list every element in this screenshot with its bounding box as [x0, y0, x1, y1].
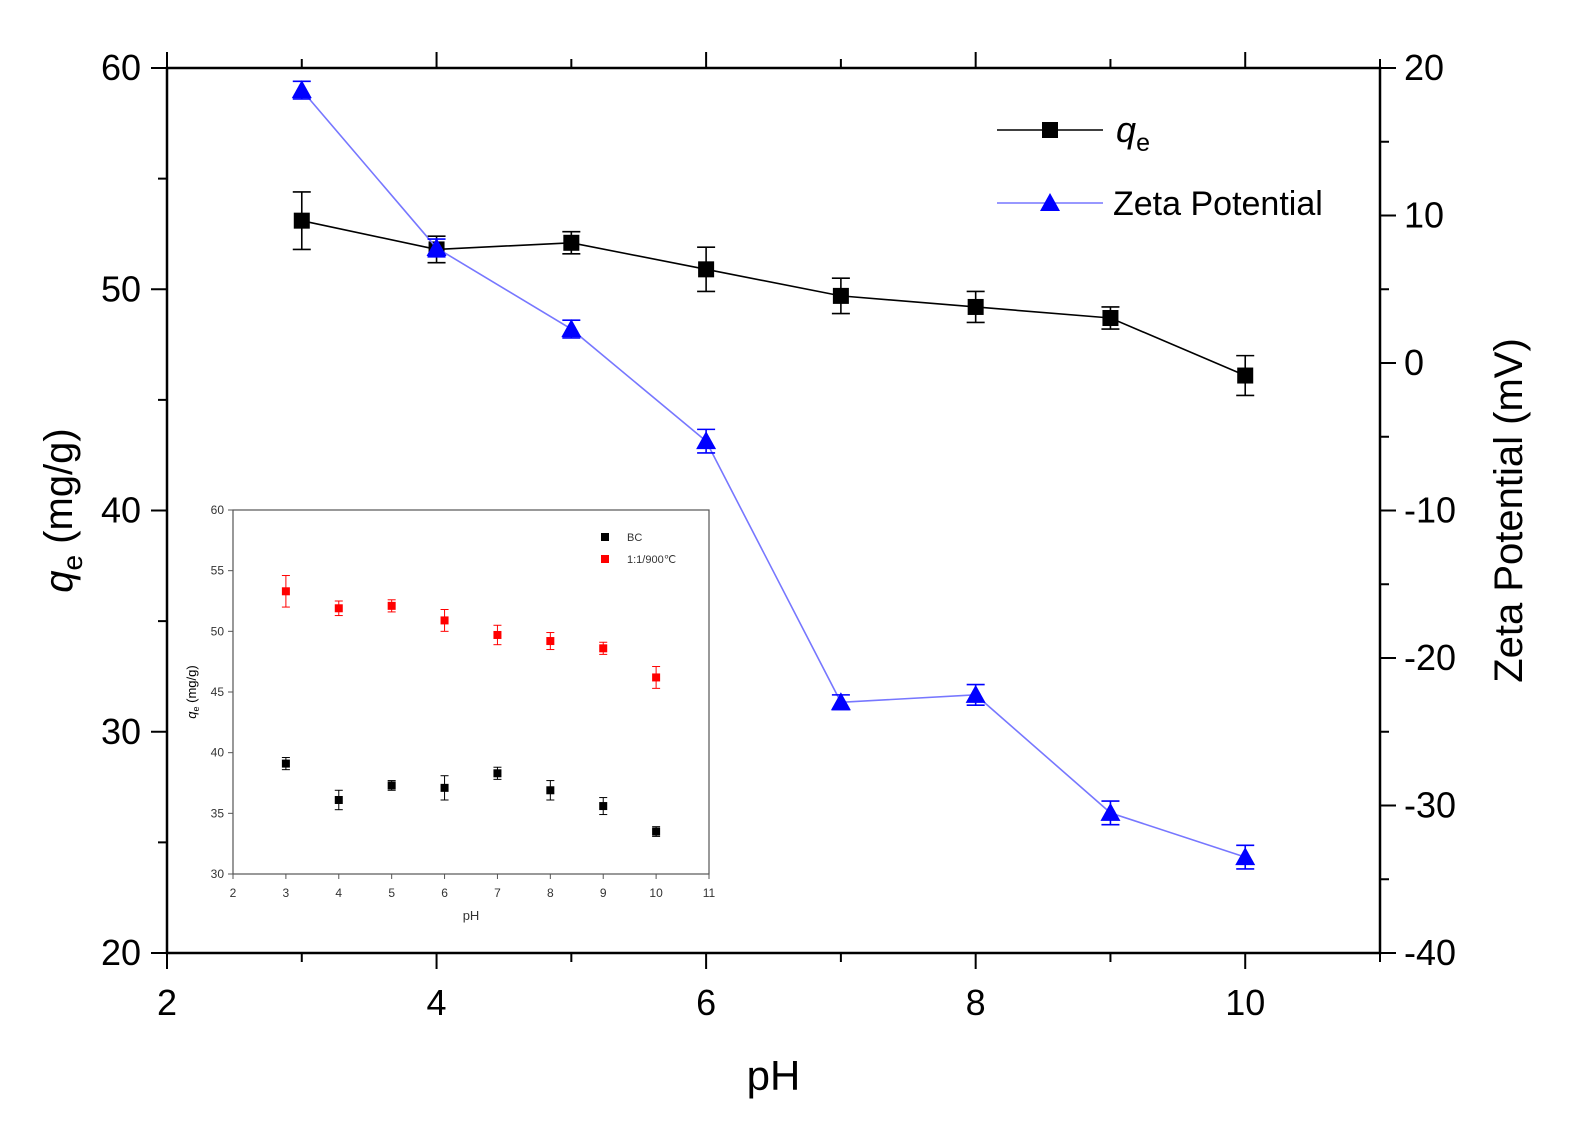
- data-point-triangle: [291, 80, 312, 99]
- x-tick-label: 8: [966, 982, 986, 1023]
- inset-x-tick-label: 5: [388, 886, 395, 900]
- x-tick-label: 6: [696, 982, 716, 1023]
- data-point-triangle: [1100, 802, 1121, 821]
- x-tick-label: 4: [427, 982, 447, 1023]
- y2-tick-label: -20: [1404, 637, 1456, 678]
- inset-legend-marker: [601, 533, 609, 541]
- data-point-triangle: [561, 319, 582, 338]
- inset-y-tick-label: 35: [211, 806, 225, 820]
- y2-tick-label: -30: [1404, 785, 1456, 826]
- y-tick-label: 60: [101, 47, 141, 88]
- legend-marker-square: [1042, 122, 1058, 138]
- inset-y-tick-label: 60: [211, 503, 225, 517]
- x-tick-label: 10: [1225, 982, 1265, 1023]
- inset-data-point: [652, 827, 661, 836]
- data-point-triangle: [426, 237, 447, 256]
- inset-data-point: [440, 616, 449, 625]
- data-point-square: [1237, 367, 1254, 384]
- inset-x-tick-label: 10: [649, 886, 663, 900]
- inset-y-tick-label: 45: [211, 685, 225, 699]
- legend-label: Zeta Potential: [1113, 185, 1323, 223]
- legend: qe Zeta Potential: [997, 109, 1323, 223]
- data-point-square: [563, 234, 580, 251]
- inset-y-tick-label: 55: [211, 564, 225, 578]
- data-point-square: [832, 287, 849, 304]
- inset-x-tick-label: 6: [441, 886, 448, 900]
- y2-tick-label: -10: [1404, 490, 1456, 531]
- inset-data-point: [493, 769, 502, 778]
- y-tick-label: 40: [101, 490, 141, 531]
- y-axis-label: qe (mg/g): [37, 428, 88, 593]
- inset-x-tick-label: 7: [494, 886, 501, 900]
- inset-x-tick-label: 3: [283, 886, 290, 900]
- inset-x-axis-label: pH: [463, 908, 480, 923]
- data-point-square: [293, 212, 310, 229]
- inset-data-point: [440, 783, 449, 792]
- y-tick-label: 50: [101, 268, 141, 309]
- inset-legend-marker: [601, 555, 609, 563]
- inset-x-tick-label: 11: [703, 886, 716, 900]
- y2-tick-label: 10: [1404, 195, 1444, 236]
- y2-tick-label: -40: [1404, 932, 1456, 973]
- inset-x-tick-label: 8: [547, 886, 554, 900]
- inset-data-point: [387, 601, 396, 610]
- x-axis-label: pH: [747, 1052, 801, 1099]
- series-line: [301, 219, 1246, 377]
- data-point-triangle: [1235, 847, 1256, 866]
- inset-data-point: [334, 795, 343, 804]
- inset-legend-label: 1:1/900℃: [627, 554, 676, 566]
- y2-axis-label: Zeta Potential (mV): [1487, 338, 1531, 683]
- y-tick-label: 20: [101, 932, 141, 973]
- data-point-triangle: [965, 684, 986, 703]
- y2-tick-label: 0: [1404, 342, 1424, 383]
- legend-label: qe: [1116, 109, 1150, 157]
- data-point-triangle: [696, 431, 717, 450]
- inset-x-tick-label: 9: [600, 886, 607, 900]
- inset-y-tick-label: 30: [211, 867, 225, 881]
- inset-data-point: [599, 644, 608, 653]
- inset-data-point: [546, 637, 555, 646]
- series-line: [301, 89, 1246, 858]
- inset-x-tick-label: 4: [335, 886, 342, 900]
- data-point-square: [1102, 310, 1119, 327]
- inset-legend-label: BC: [627, 532, 642, 544]
- x-tick-label: 2: [157, 982, 177, 1023]
- inset-y-tick-label: 50: [211, 624, 225, 638]
- data-point-square: [967, 298, 984, 315]
- inset-y-axis-label: qe (mg/g): [184, 665, 201, 718]
- inset-y-tick-label: 40: [211, 746, 225, 760]
- main-plot: 2 4 6 8 10 20 30 40 50 60 -40 -30 -20 -10 0 10 20 pH qe (m…: [37, 47, 1531, 1099]
- inset-data-point: [493, 630, 502, 639]
- inset-x-tick-label: 2: [230, 886, 237, 900]
- inset-data-point: [334, 604, 343, 613]
- data-point-square: [698, 261, 715, 278]
- legend-marker-triangle: [1040, 193, 1060, 211]
- y-tick-label: 30: [101, 711, 141, 752]
- inset-data-point: [281, 587, 290, 596]
- y2-tick-label: 20: [1404, 47, 1444, 88]
- inset-data-point: [599, 802, 608, 811]
- data-point-triangle: [830, 692, 851, 711]
- inset-data-point: [281, 759, 290, 768]
- inset-data-point: [546, 786, 555, 795]
- inset-background: [180, 492, 718, 932]
- inset-data-point: [652, 673, 661, 682]
- inset-data-point: [387, 781, 396, 790]
